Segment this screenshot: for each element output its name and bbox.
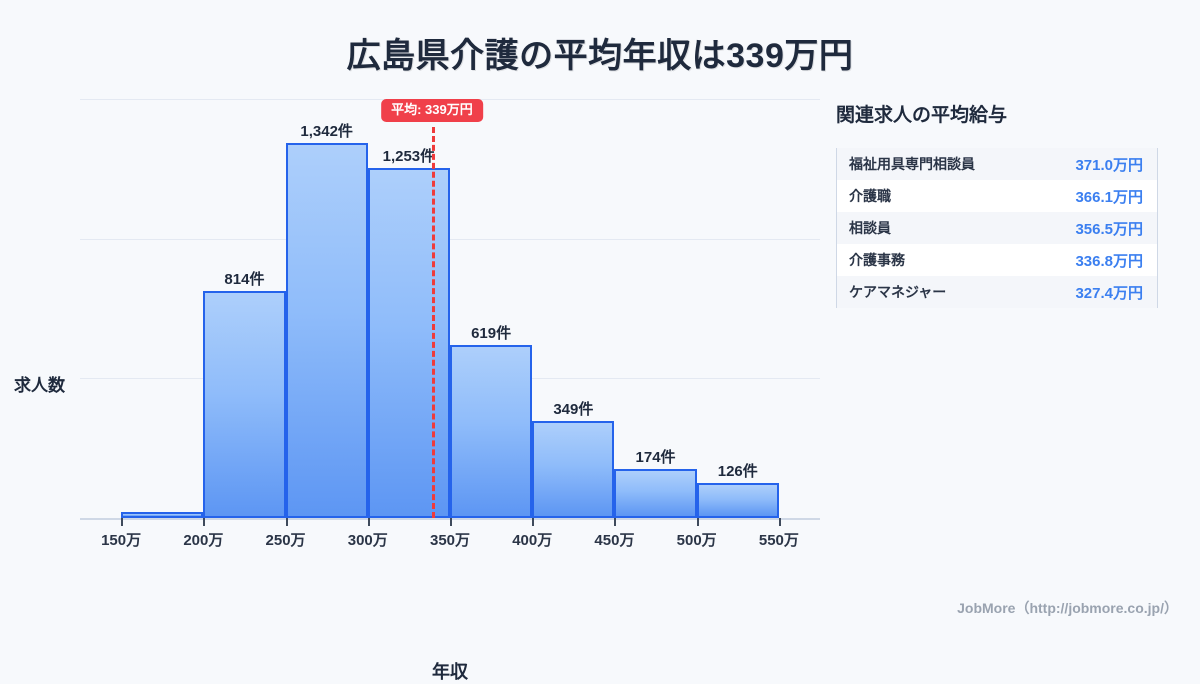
x-axis-tick	[778, 518, 781, 526]
related-salary-table: 福祉用具専門相談員 371.0万円介護職 366.1万円相談員 356.5万円介護事務…	[836, 148, 1158, 308]
x-axis-title: 年収	[432, 662, 468, 682]
bar-value-label: 349件	[553, 400, 594, 418]
related-salary-title: 関連求人の平均給与	[836, 105, 1008, 126]
related-salary-panel: 関連求人の平均給与 福祉用具専門相談員 371.0万円介護職 366.1万円相談員 3…	[836, 100, 1166, 308]
x-axis-tick	[203, 518, 206, 526]
bar-value-label: 814件	[224, 270, 265, 288]
bar-250万-300万	[285, 143, 368, 518]
x-axis-tick	[532, 518, 535, 526]
x-axis-tick	[450, 518, 452, 526]
salary-row: 介護職 366.1万円	[837, 180, 1157, 212]
bar-400万-450万	[532, 420, 615, 518]
salary-amount: 336.8万円	[1075, 252, 1143, 270]
bar-value-label: 174件	[635, 449, 676, 467]
bar-300万-350万	[367, 168, 450, 518]
salary-amount: 327.4万円	[1075, 284, 1143, 302]
salary-row: 介護事務 336.8万円	[837, 244, 1157, 276]
x-axis-tick	[121, 518, 124, 526]
x-axis-tick-label: 150万	[101, 532, 142, 549]
salary-row: ケアマネジャー 327.4万円	[837, 276, 1157, 308]
average-salary-badge: 平均: 339万円	[381, 99, 483, 123]
bar-500万-550万	[696, 482, 779, 518]
gridline-1000	[80, 238, 820, 240]
bar-150万-200万	[121, 512, 204, 518]
salary-amount: 356.5万円	[1075, 220, 1143, 238]
salary-row: 相談員 356.5万円	[837, 212, 1157, 244]
plot-area: 814件 1,342件 1,253件 619件 349件 174件 126件 平均: 339…	[80, 99, 820, 549]
x-axis-tick-label: 350万	[429, 532, 471, 549]
x-axis-tick	[614, 518, 617, 526]
x-axis-tick-label: 550万	[758, 532, 799, 549]
x-axis-tick	[285, 518, 288, 526]
x-axis-tick-label: 300万	[347, 532, 388, 549]
salary-row: 福祉用具専門相談員 371.0万円	[837, 148, 1157, 180]
bar-450万-500万	[614, 469, 697, 518]
x-axis-tick	[696, 518, 699, 526]
salary-amount: 366.1万円	[1075, 188, 1143, 206]
salary-job-name: ケアマネジャー	[849, 284, 947, 300]
x-axis-tick-label: 200万	[183, 532, 224, 549]
histogram-chart: 求人数 814件 1,342件 1,253件 619件 349件 174件 126件 平均:…	[0, 90, 820, 682]
x-axis-tick-label: 250万	[265, 532, 306, 549]
salary-job-name: 相談員	[849, 220, 891, 236]
y-axis-title: 求人数	[14, 376, 65, 395]
salary-job-name: 介護職	[849, 188, 891, 204]
x-axis-tick-label: 400万	[512, 532, 553, 549]
bar-value-label: 1,342件	[300, 123, 353, 141]
x-axis-tick	[367, 518, 370, 526]
bar-value-label: 1,253件	[382, 147, 436, 165]
salary-amount: 371.0万円	[1075, 156, 1143, 174]
salary-job-name: 介護事務	[849, 252, 905, 268]
x-axis-tick-label: 450万	[594, 532, 635, 549]
bar-value-label: 619件	[471, 325, 512, 343]
bar-350万-400万	[450, 345, 533, 518]
x-axis-tick-label: 500万	[676, 532, 717, 549]
bar-value-label: 126件	[717, 462, 758, 480]
salary-job-name: 福祉用具専門相談員	[849, 156, 975, 172]
page-title: 広島県介護の平均年収は339万円	[346, 37, 854, 75]
bar-200万-250万	[203, 290, 286, 518]
footer-credit: JobMore（http://jobmore.co.jp/）	[957, 600, 1178, 616]
average-salary-line	[431, 127, 435, 518]
